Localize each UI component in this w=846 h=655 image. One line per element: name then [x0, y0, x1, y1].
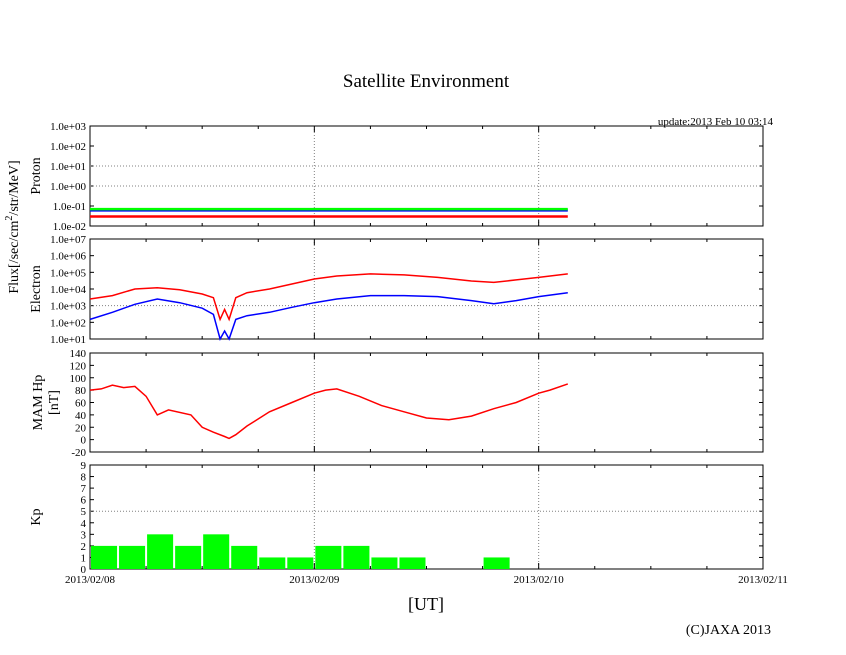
y-tick-label: 1.0e+00 — [50, 181, 86, 193]
y-tick-label: 120 — [70, 360, 87, 372]
y-tick-label: 9 — [81, 460, 87, 472]
y-tick-label: 140 — [70, 348, 87, 360]
y-tick-label: 1.0e+05 — [50, 267, 86, 279]
x-tick-label: 2013/02/10 — [514, 574, 565, 586]
kp-bar — [399, 557, 426, 569]
kp-bar — [483, 557, 510, 569]
panel-frame — [89, 352, 764, 453]
y-tick-label: 0 — [81, 564, 87, 576]
y-tick-label: 5 — [81, 506, 87, 518]
flux-label-superscript: 2 — [4, 216, 15, 221]
y-tick-label: 20 — [75, 422, 87, 434]
y-tick-label: 1.0e+04 — [50, 284, 86, 296]
y-tick-label: 1.0e-01 — [53, 201, 86, 213]
y-tick-label: 1 — [81, 552, 87, 564]
chart-panels: 1.0e-021.0e-011.0e+001.0e+011.0e+021.0e+… — [29, 121, 788, 586]
chart-title: Satellite Environment — [343, 71, 510, 92]
x-tick-label: 2013/02/09 — [289, 574, 340, 586]
x-tick-label: 2013/02/08 — [65, 574, 116, 586]
kp-bar — [287, 557, 314, 569]
y-tick-label: 80 — [75, 385, 87, 397]
y-axis-label: Electron — [29, 265, 44, 312]
series-line-red — [89, 273, 568, 322]
y-tick-label: 6 — [81, 495, 87, 507]
y-tick-label: 100 — [70, 373, 87, 385]
y-tick-label: 1.0e-02 — [53, 221, 86, 233]
y-axis-label: Proton — [29, 157, 44, 194]
y-tick-label: 1.0e+01 — [50, 161, 86, 173]
kp-bar — [231, 545, 258, 569]
y-tick-label: 60 — [75, 398, 87, 410]
kp-bar — [175, 545, 202, 569]
panel-electron: 1.0e+01 1.0e+02 1.0e+03 1.0e+04 1.0e+05 1.0e+… — [29, 234, 764, 346]
kp-bar — [119, 545, 146, 569]
series-line-red — [89, 383, 569, 440]
y-axis-label: MAM Hp — [31, 375, 46, 431]
flux-label-part1: Flux[/sec/cm — [7, 220, 22, 293]
kp-bar — [91, 545, 118, 569]
kp-bar — [147, 534, 174, 569]
series-line-blue — [89, 291, 568, 341]
y-tick-label: 1.0e+02 — [50, 141, 86, 153]
x-axis-unit-label: [UT] — [408, 594, 444, 614]
y-tick-label: 1.0e+03 — [50, 301, 86, 313]
y-tick-label: 7 — [81, 483, 87, 495]
panel-frame — [89, 238, 764, 340]
y-tick-label: 3 — [81, 529, 87, 541]
y-axis-label: Kp — [29, 508, 44, 525]
y-tick-label: 2 — [81, 541, 87, 553]
panel-proton: 1.0e-02 1.0e-01 1.0e+00 1.0e+01 1.0e+02 1.0e+… — [29, 121, 764, 233]
y-tick-label: 1.0e+02 — [50, 317, 86, 329]
y-tick-label: -20 — [71, 447, 86, 459]
copyright-credit: (C)JAXA 2013 — [686, 623, 771, 638]
update-timestamp: update:2013 Feb 10 03:14 — [658, 116, 774, 128]
flux-unit-label: Flux[/sec/cm2/str/MeV] — [4, 160, 22, 293]
kp-bar — [371, 557, 398, 569]
y-tick-label: 1.0e+03 — [50, 121, 86, 133]
y-tick-label: 8 — [81, 472, 87, 484]
kp-bar — [203, 534, 230, 569]
y-tick-label: 1.0e+07 — [50, 234, 86, 246]
y-tick-label: 0 — [81, 435, 87, 447]
kp-bar — [259, 557, 286, 569]
kp-bar — [343, 545, 370, 569]
y-axis-unit-label: [nT] — [47, 390, 62, 415]
y-tick-label: 1.0e+01 — [50, 334, 86, 346]
x-tick-label: 2013/02/11 — [738, 574, 788, 586]
y-tick-label: 40 — [75, 410, 87, 422]
flux-label-part2: /str/MeV] — [7, 160, 22, 215]
kp-bar — [315, 545, 342, 569]
y-tick-label: 1.0e+06 — [50, 251, 86, 263]
y-tick-label: 4 — [81, 518, 87, 530]
